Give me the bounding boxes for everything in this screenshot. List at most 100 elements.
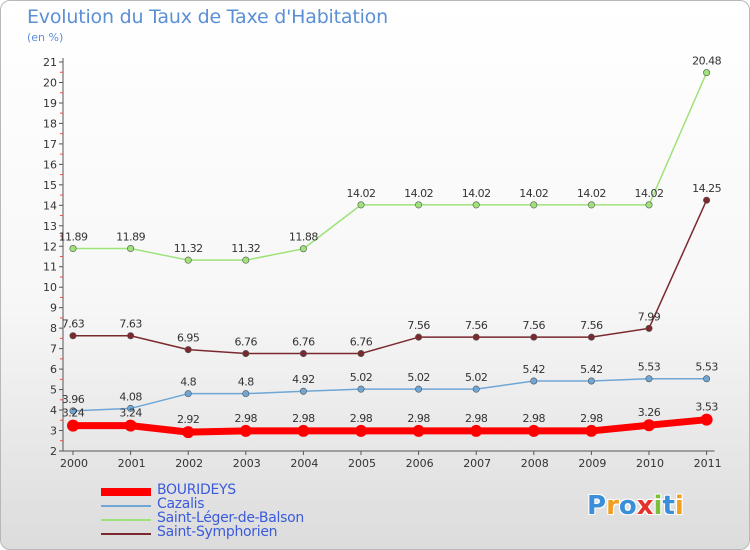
data-point	[472, 201, 480, 209]
data-label: 7.56	[407, 319, 430, 332]
y-tick-label: 2	[50, 445, 57, 458]
logo-letter: P	[587, 491, 607, 521]
data-label: 6.95	[177, 332, 200, 345]
data-point	[415, 333, 423, 341]
data-label: 3.24	[62, 407, 85, 420]
chart-legend: BOURIDEYS Cazalis Saint-Léger-de-Balson Sai…	[101, 482, 361, 541]
chart-subtitle: (en %)	[27, 31, 64, 44]
y-tick-label: 20	[43, 76, 57, 89]
x-tick-label: 2003	[233, 457, 261, 470]
x-tick-label: 2006	[406, 457, 434, 470]
data-point	[239, 424, 252, 437]
data-point	[182, 426, 195, 439]
proxiti-logo: Proxiti	[587, 491, 684, 521]
data-label: 14.02	[577, 187, 606, 200]
data-point	[645, 375, 653, 383]
data-label: 11.89	[59, 231, 88, 244]
data-label: 3.53	[695, 401, 718, 414]
data-label: 3.24	[119, 407, 142, 420]
data-label: 7.63	[119, 318, 142, 331]
data-label: 4.08	[119, 390, 142, 403]
data-point	[645, 201, 653, 209]
x-tick-label: 2001	[118, 457, 146, 470]
logo-letter: i	[653, 491, 663, 521]
data-point	[527, 424, 540, 437]
data-point	[357, 350, 365, 358]
data-label: 14.02	[462, 187, 491, 200]
data-label: 2.98	[235, 412, 258, 425]
x-tick-label: 2002	[175, 457, 203, 470]
data-point	[530, 377, 538, 385]
data-label: 5.02	[350, 371, 373, 384]
data-label: 5.53	[695, 361, 718, 374]
data-point	[357, 201, 365, 209]
data-label: 11.88	[289, 231, 318, 244]
legend-swatch	[101, 519, 151, 521]
y-tick-label: 17	[43, 138, 57, 151]
data-point	[585, 424, 598, 437]
data-point	[587, 201, 595, 209]
data-point	[645, 324, 653, 332]
data-label: 2.98	[580, 412, 603, 425]
data-label: 4.8	[180, 376, 196, 389]
y-tick-label: 5	[50, 384, 57, 397]
series-line-cazalis	[72, 377, 707, 412]
data-label: 5.42	[523, 363, 546, 376]
logo-letter: o	[618, 491, 637, 521]
y-tick-label: 19	[43, 97, 57, 110]
y-tick-label: 9	[50, 302, 57, 315]
data-point	[472, 333, 480, 341]
data-point	[643, 419, 655, 432]
y-tick-label: 14	[43, 199, 57, 212]
legend-swatch	[101, 488, 151, 496]
legend-item: Saint-Léger-de-Balson	[101, 510, 361, 527]
data-label: 2.98	[465, 412, 488, 425]
data-point	[703, 375, 711, 383]
data-point	[703, 69, 711, 77]
data-label: 3.96	[62, 393, 85, 406]
data-point	[415, 385, 423, 393]
data-point	[69, 332, 77, 340]
legend-label: Saint-Léger-de-Balson	[157, 510, 304, 526]
legend-swatch	[101, 533, 151, 535]
data-point	[242, 390, 250, 398]
data-label: 11.32	[174, 242, 203, 255]
y-tick-label: 10	[43, 281, 57, 294]
legend-item: Cazalis	[101, 496, 361, 513]
data-label: 7.56	[465, 319, 488, 332]
data-label: 3.26	[638, 406, 661, 419]
data-label: 6.76	[292, 336, 315, 349]
data-label: 4.92	[292, 373, 315, 386]
data-point	[127, 332, 135, 340]
x-tick-label: 2010	[636, 457, 664, 470]
data-point	[127, 404, 135, 412]
data-label: 14.02	[404, 187, 433, 200]
data-point	[587, 333, 595, 341]
logo-letter: x	[636, 491, 654, 521]
data-label: 5.42	[580, 363, 603, 376]
data-point	[299, 387, 307, 395]
data-label: 2.98	[350, 412, 373, 425]
y-tick-label: 7	[50, 343, 57, 356]
chart-title: Evolution du Taux de Taxe d'Habitation	[27, 6, 388, 28]
logo-letter: r	[606, 491, 619, 521]
x-tick-label: 2011	[694, 457, 722, 470]
data-label: 7.99	[638, 310, 661, 323]
data-label: 5.02	[465, 371, 488, 384]
data-label: 11.89	[116, 231, 145, 244]
legend-item: Saint-Symphorien	[101, 524, 361, 541]
data-point	[703, 196, 711, 204]
data-point	[242, 350, 250, 358]
y-tick-label: 13	[43, 220, 57, 233]
data-label: 14.25	[692, 182, 721, 195]
data-label: 14.02	[519, 187, 548, 200]
data-point	[69, 245, 77, 253]
series-line-saint-symphorien	[73, 199, 708, 355]
data-point	[124, 419, 137, 432]
data-point	[299, 350, 307, 358]
data-point	[530, 201, 538, 209]
series-line-saint-l-ger-de-balson	[73, 72, 708, 261]
data-label: 2.98	[523, 412, 546, 425]
y-tick-label: 3	[50, 425, 57, 438]
